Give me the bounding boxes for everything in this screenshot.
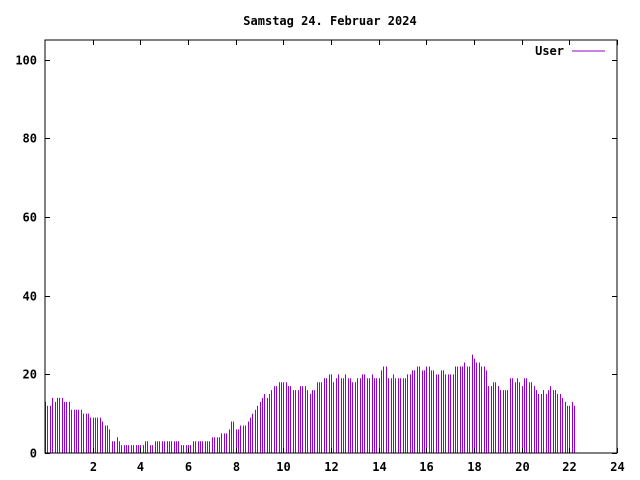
legend-label-user: User	[535, 44, 564, 58]
x-axis: 2 4 6 8 10 12 14 16 18 20 22 24	[90, 40, 625, 474]
x-tick-label: 18	[467, 460, 481, 474]
legend: User	[535, 44, 605, 58]
bar-series	[45, 354, 575, 453]
y-tick-label: 60	[23, 211, 37, 225]
x-tick-label: 14	[372, 460, 386, 474]
x-tick-label: 12	[324, 460, 338, 474]
chart-title: Samstag 24. Februar 2024	[243, 14, 416, 28]
y-tick-label: 80	[23, 132, 37, 146]
x-tick-label: 6	[185, 460, 192, 474]
y-tick-label: 100	[15, 54, 37, 68]
x-tick-label: 10	[276, 460, 290, 474]
y-tick-label: 20	[23, 368, 37, 382]
y-tick-label: 0	[30, 447, 37, 461]
x-tick-label: 4	[137, 460, 144, 474]
x-tick-label: 16	[419, 460, 433, 474]
x-tick-label: 20	[515, 460, 529, 474]
x-tick-label: 2	[90, 460, 97, 474]
x-tick-label: 24	[610, 460, 624, 474]
x-tick-label: 8	[233, 460, 240, 474]
y-tick-label: 40	[23, 290, 37, 304]
y-axis: 0 20 40 60 80 100	[15, 54, 617, 461]
x-tick-label: 22	[562, 460, 576, 474]
